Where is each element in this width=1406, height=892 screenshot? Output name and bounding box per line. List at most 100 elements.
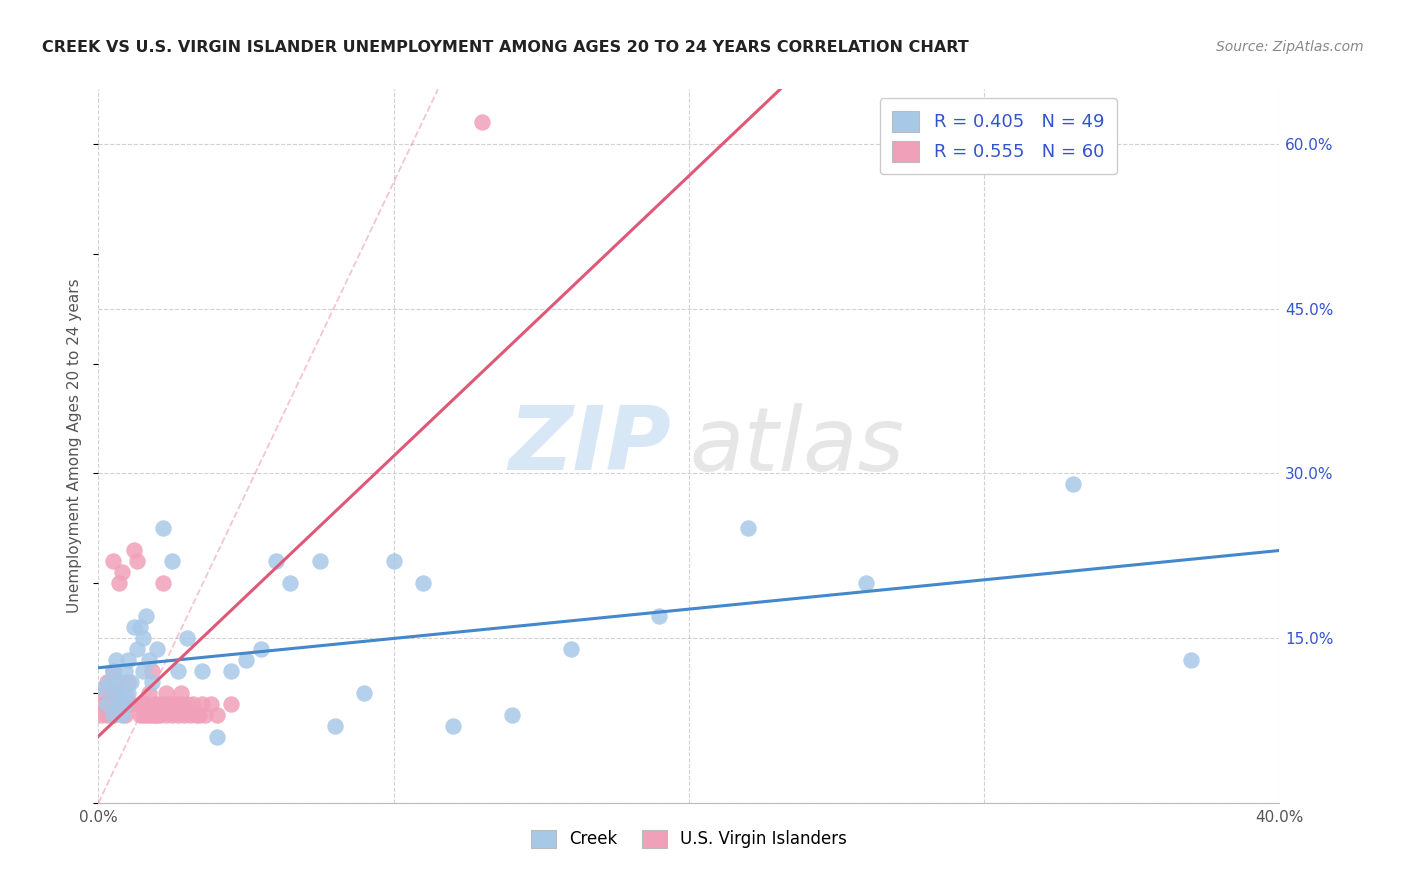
Point — [1180, 653, 1202, 667]
Legend: Creek, U.S. Virgin Islanders: Creek, U.S. Virgin Islanders — [524, 823, 853, 855]
Point — [103, 554, 125, 568]
Point — [111, 566, 134, 580]
Point — [205, 708, 228, 723]
Point — [108, 697, 131, 711]
Point — [157, 697, 180, 711]
Point — [176, 697, 198, 711]
Point — [90, 708, 112, 723]
Point — [162, 697, 183, 711]
Point — [235, 653, 257, 667]
Y-axis label: Unemployment Among Ages 20 to 24 years: Unemployment Among Ages 20 to 24 years — [67, 278, 83, 614]
Point — [120, 697, 142, 711]
Point — [93, 681, 115, 695]
Point — [105, 653, 128, 667]
Point — [155, 708, 177, 723]
Point — [141, 664, 163, 678]
Point — [122, 543, 145, 558]
Point — [146, 642, 169, 657]
Point — [648, 609, 671, 624]
Point — [138, 708, 160, 723]
Point — [143, 697, 166, 711]
Point — [125, 642, 148, 657]
Point — [250, 642, 273, 657]
Point — [105, 686, 128, 700]
Point — [501, 708, 523, 723]
Point — [111, 708, 134, 723]
Point — [98, 697, 121, 711]
Point — [855, 576, 877, 591]
Point — [200, 697, 222, 711]
Point — [103, 708, 125, 723]
Point — [132, 631, 155, 645]
Point — [135, 609, 157, 624]
Point — [278, 576, 302, 591]
Point — [205, 730, 228, 744]
Point — [93, 697, 115, 711]
Point — [191, 697, 214, 711]
Point — [141, 708, 163, 723]
Point — [114, 686, 136, 700]
Point — [146, 697, 169, 711]
Point — [138, 686, 160, 700]
Point — [111, 697, 134, 711]
Point — [170, 686, 193, 700]
Point — [152, 576, 174, 591]
Point — [117, 653, 139, 667]
Point — [181, 697, 204, 711]
Point — [412, 576, 434, 591]
Point — [173, 708, 195, 723]
Point — [179, 708, 201, 723]
Point — [114, 664, 136, 678]
Point — [353, 686, 375, 700]
Point — [176, 631, 198, 645]
Text: atlas: atlas — [689, 403, 904, 489]
Point — [105, 675, 128, 690]
Point — [132, 708, 155, 723]
Point — [135, 708, 157, 723]
Point — [187, 708, 209, 723]
Point — [128, 620, 150, 634]
Point — [111, 686, 134, 700]
Point — [96, 697, 118, 711]
Point — [108, 576, 131, 591]
Point — [117, 675, 139, 690]
Point — [219, 697, 242, 711]
Point — [138, 653, 160, 667]
Point — [264, 554, 287, 568]
Point — [105, 686, 128, 700]
Point — [103, 708, 125, 723]
Point — [103, 664, 125, 678]
Point — [117, 686, 139, 700]
Text: ZIP: ZIP — [509, 402, 671, 490]
Point — [132, 697, 155, 711]
Point — [93, 686, 115, 700]
Point — [122, 620, 145, 634]
Point — [98, 686, 121, 700]
Point — [162, 708, 183, 723]
Point — [132, 664, 155, 678]
Point — [167, 664, 190, 678]
Point — [560, 642, 582, 657]
Point — [114, 708, 136, 723]
Text: CREEK VS U.S. VIRGIN ISLANDER UNEMPLOYMENT AMONG AGES 20 TO 24 YEARS CORRELATION: CREEK VS U.S. VIRGIN ISLANDER UNEMPLOYME… — [42, 40, 969, 55]
Point — [108, 675, 131, 690]
Point — [128, 708, 150, 723]
Point — [441, 719, 464, 733]
Point — [184, 708, 207, 723]
Point — [471, 115, 494, 129]
Point — [103, 664, 125, 678]
Point — [96, 708, 118, 723]
Point — [96, 675, 118, 690]
Point — [149, 708, 172, 723]
Point — [135, 697, 157, 711]
Point — [167, 708, 190, 723]
Point — [117, 697, 139, 711]
Point — [143, 708, 166, 723]
Point — [152, 697, 174, 711]
Point — [155, 686, 177, 700]
Point — [146, 708, 169, 723]
Point — [382, 554, 405, 568]
Point — [152, 521, 174, 535]
Point — [194, 708, 217, 723]
Point — [219, 664, 242, 678]
